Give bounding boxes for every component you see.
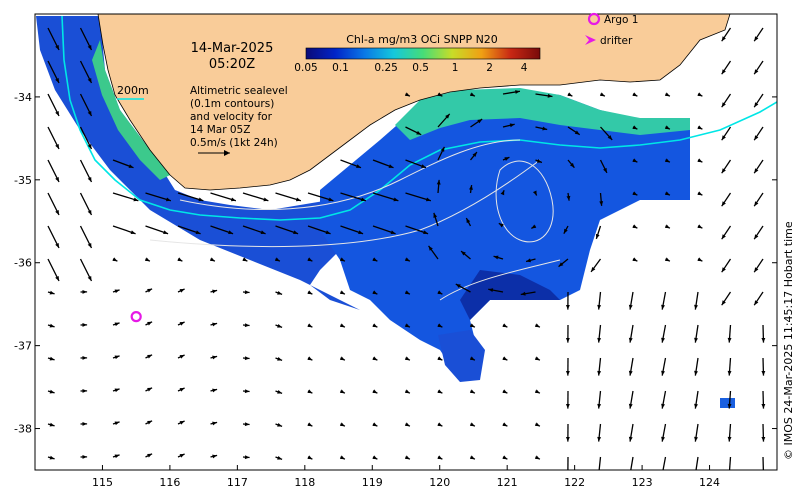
colorbar-tick-label: 1 xyxy=(452,62,459,74)
drifter-legend-label: drifter xyxy=(600,35,633,47)
velocity-arrow xyxy=(662,457,665,475)
velocity-arrow-head xyxy=(245,323,250,327)
velocity-arrow-head xyxy=(566,338,570,343)
velocity-arrow-head xyxy=(728,470,732,475)
velocity-arrow-head xyxy=(597,470,601,475)
colorbar-tick-label: 0.5 xyxy=(412,62,429,74)
legend-line-3: and velocity for xyxy=(190,111,273,123)
colorbar-ramp xyxy=(306,48,540,59)
x-axis: 115 116 117 118 119 120 121 122 123 124 xyxy=(92,465,720,489)
velocity-arrow-head xyxy=(115,322,120,326)
y-tick-label: -38 xyxy=(14,423,32,436)
velocity-arrow xyxy=(695,457,698,475)
isobath-label: 200m xyxy=(117,84,149,97)
velocity-arrow-head xyxy=(50,291,55,295)
x-tick-label: 124 xyxy=(699,476,720,489)
velocity-arrow-head xyxy=(245,389,250,393)
velocity-arrow-head xyxy=(761,371,765,376)
velocity-arrow-head xyxy=(277,423,282,427)
velocity-arrow-head xyxy=(82,356,87,360)
y-tick-label: -34 xyxy=(14,91,32,104)
chl-patch-small xyxy=(720,398,735,408)
map-date: 14-Mar-2025 xyxy=(191,41,274,56)
velocity-arrow-head xyxy=(163,230,168,234)
velocity-arrow-head xyxy=(82,290,87,294)
velocity-arrow xyxy=(599,457,601,475)
colorbar-title: Chl-a mg/m3 OCi SNPP N20 xyxy=(346,33,498,46)
velocity-arrow-head xyxy=(131,230,136,234)
x-tick-label: 120 xyxy=(429,476,450,489)
velocity-arrow-head xyxy=(761,338,765,343)
velocity-arrow-head xyxy=(728,338,732,343)
velocity-arrow-head xyxy=(82,323,87,327)
credit-text: © IMOS 24-Mar-2025 11:45:17 Hobart time xyxy=(782,221,795,460)
x-tick-label: 123 xyxy=(632,476,653,489)
y-tick-label: -35 xyxy=(14,174,32,187)
velocity-arrow-head xyxy=(115,388,120,392)
argo-float-marker xyxy=(132,312,141,321)
argo-legend-label: Argo 1 xyxy=(604,14,638,26)
x-tick-label: 117 xyxy=(227,476,248,489)
velocity-arrow-head xyxy=(728,437,732,442)
velocity-arrow-head xyxy=(566,371,570,376)
velocity-arrow-head xyxy=(50,456,55,460)
velocity-arrow-head xyxy=(566,305,570,310)
velocity-arrow-head xyxy=(277,456,282,460)
colorbar-tick-label: 0.05 xyxy=(294,62,317,74)
y-tick-label: -37 xyxy=(14,340,32,353)
velocity-arrow xyxy=(630,457,633,475)
velocity-arrow-head xyxy=(82,389,87,393)
velocity-arrow-head xyxy=(245,455,250,459)
velocity-arrow-head xyxy=(115,421,120,425)
velocity-arrow-head xyxy=(296,197,301,201)
map-time: 05:20Z xyxy=(209,57,255,72)
x-tick-label: 121 xyxy=(497,476,518,489)
x-tick-label: 115 xyxy=(92,476,113,489)
velocity-arrow-head xyxy=(277,291,282,295)
y-tick-label: -36 xyxy=(14,257,32,270)
x-tick-label: 118 xyxy=(294,476,315,489)
velocity-arrow-head xyxy=(566,437,570,442)
velocity-arrow-head xyxy=(566,470,570,475)
colorbar-tick-label: 0.25 xyxy=(374,62,397,74)
velocity-arrow-head xyxy=(50,357,55,361)
velocity-arrow-head xyxy=(761,470,765,475)
x-tick-label: 116 xyxy=(159,476,180,489)
colorbar-tick-label: 0.1 xyxy=(332,62,349,74)
velocity-arrow-head xyxy=(596,234,600,239)
legend-line-1: Altimetric sealevel xyxy=(190,85,288,97)
velocity-arrow-head xyxy=(277,390,282,394)
velocity-arrow-head xyxy=(198,197,203,201)
velocity-arrow-head xyxy=(50,423,55,427)
velocity-arrow-head xyxy=(728,371,732,376)
velocity-arrow-head xyxy=(50,324,55,328)
velocity-arrow-head xyxy=(761,437,765,442)
legend-line-4: 14 Mar 05Z xyxy=(190,124,250,136)
legend-line-5: 0.5m/s (1kt 24h) xyxy=(190,137,278,149)
legend-line-2: (0.1m contours) xyxy=(190,98,274,110)
velocity-arrow-head xyxy=(566,404,570,409)
velocity-arrow-head xyxy=(277,324,282,328)
velocity-arrow-head xyxy=(50,390,55,394)
velocity-arrow-head xyxy=(82,422,87,426)
velocity-arrow-head xyxy=(115,454,120,458)
velocity-arrow xyxy=(729,457,730,475)
velocity-arrow-head xyxy=(231,197,236,201)
velocity-arrow-head xyxy=(277,357,282,361)
velocity-arrow-head xyxy=(761,404,765,409)
velocity-arrow-head xyxy=(115,355,120,359)
x-tick-label: 122 xyxy=(564,476,585,489)
velocity-arrow-head xyxy=(245,422,250,426)
velocity-arrow-head xyxy=(115,289,120,293)
velocity-arrow-head xyxy=(245,356,250,360)
velocity-arrow-head xyxy=(263,197,268,201)
velocity-arrow-head xyxy=(82,455,87,459)
colorbar-tick-label: 2 xyxy=(486,62,493,74)
colorbar-tick-label: 4 xyxy=(521,62,528,74)
velocity-arrow-head xyxy=(245,290,250,294)
x-tick-label: 119 xyxy=(362,476,383,489)
chl-patch-southeast xyxy=(438,330,485,382)
